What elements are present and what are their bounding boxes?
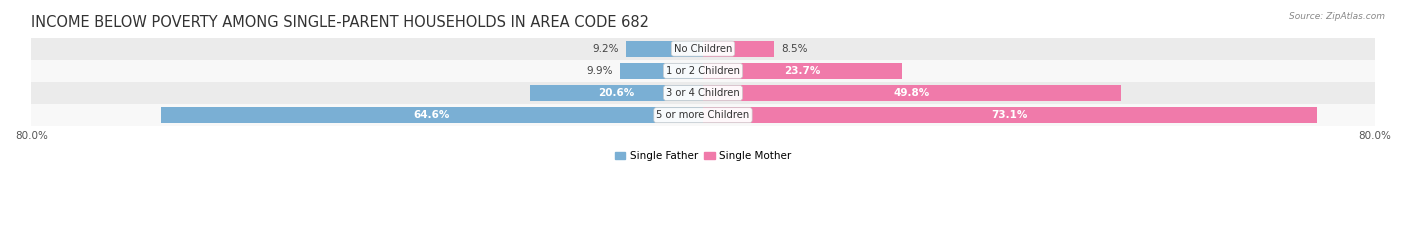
Bar <box>31 38 1375 60</box>
Bar <box>703 63 903 79</box>
Bar <box>626 41 703 57</box>
Text: 9.2%: 9.2% <box>592 44 619 54</box>
Text: INCOME BELOW POVERTY AMONG SINGLE-PARENT HOUSEHOLDS IN AREA CODE 682: INCOME BELOW POVERTY AMONG SINGLE-PARENT… <box>31 15 650 30</box>
Text: 23.7%: 23.7% <box>785 66 821 76</box>
Text: 20.6%: 20.6% <box>599 88 634 98</box>
Text: 1 or 2 Children: 1 or 2 Children <box>666 66 740 76</box>
Text: No Children: No Children <box>673 44 733 54</box>
Text: 49.8%: 49.8% <box>894 88 931 98</box>
Text: 64.6%: 64.6% <box>413 110 450 120</box>
Bar <box>620 63 703 79</box>
Text: 73.1%: 73.1% <box>991 110 1028 120</box>
Text: 9.9%: 9.9% <box>586 66 613 76</box>
Text: 8.5%: 8.5% <box>782 44 807 54</box>
Bar <box>703 41 775 57</box>
Bar <box>530 85 703 101</box>
Bar <box>703 107 1316 123</box>
Bar <box>31 82 1375 104</box>
Text: 5 or more Children: 5 or more Children <box>657 110 749 120</box>
Bar <box>31 60 1375 82</box>
Bar <box>703 85 1121 101</box>
Bar <box>31 104 1375 126</box>
Text: 3 or 4 Children: 3 or 4 Children <box>666 88 740 98</box>
Text: Source: ZipAtlas.com: Source: ZipAtlas.com <box>1289 12 1385 21</box>
Legend: Single Father, Single Mother: Single Father, Single Mother <box>610 147 796 165</box>
Bar <box>160 107 703 123</box>
